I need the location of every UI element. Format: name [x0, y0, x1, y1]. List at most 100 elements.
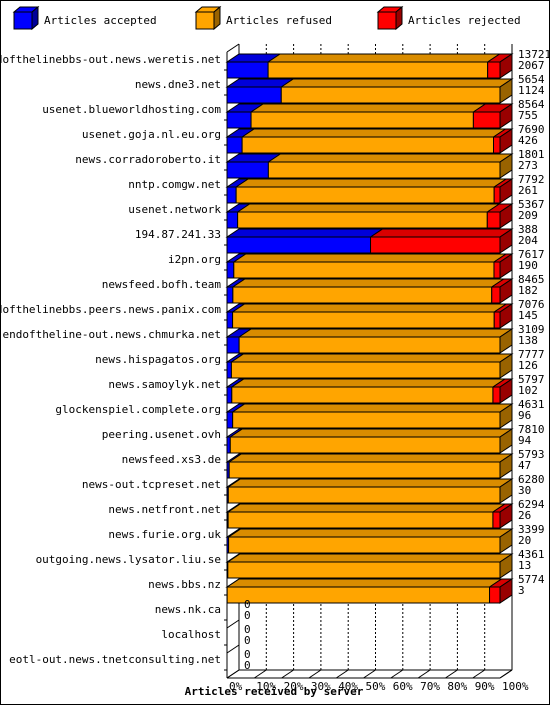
bar-segment	[281, 87, 500, 103]
bar-segment-top	[233, 404, 512, 412]
bar-segment	[227, 262, 234, 278]
bar-segment	[239, 337, 500, 353]
bar-segment	[268, 162, 500, 178]
bar-segment	[227, 137, 242, 153]
category-label: outgoing.news.lysator.liu.se	[36, 553, 221, 566]
legend-swatch	[378, 12, 396, 29]
bar-segment	[233, 412, 500, 428]
value-label-accepted: 102	[518, 384, 538, 397]
legend-swatch	[196, 12, 214, 29]
bar-segment-top	[228, 479, 512, 487]
category-label: glockenspiel.complete.org	[55, 403, 221, 416]
value-label-accepted: 94	[518, 434, 532, 447]
bar-segment-top	[230, 429, 512, 437]
bar-segment	[227, 187, 236, 203]
bar-segment-top	[238, 204, 500, 212]
bar-segment	[488, 62, 500, 78]
bar-segment	[227, 337, 239, 353]
bar-segment	[493, 512, 500, 528]
legend-label: Articles rejected	[408, 14, 521, 27]
bar-segment-top	[281, 79, 512, 87]
x-tick-label: 50%	[366, 680, 386, 693]
bar-segment-top	[232, 379, 505, 387]
value-label-accepted: 0	[244, 609, 251, 622]
category-label: 194.87.241.33	[135, 228, 221, 241]
category-label: news.furie.org.uk	[108, 528, 221, 541]
category-label: usenet.goja.nl.eu.org	[82, 128, 221, 141]
value-label-accepted: 1124	[518, 84, 545, 97]
x-axis-title: Articles received by server	[185, 685, 364, 698]
category-label: news.hispagatos.org	[95, 353, 221, 366]
category-label: i2pn.org	[168, 253, 221, 266]
bar-segment	[371, 237, 500, 253]
bar-segment	[229, 537, 500, 553]
value-label-accepted: 96	[518, 409, 531, 422]
bar-segment	[228, 562, 500, 578]
bar-segment	[227, 362, 231, 378]
bar-segment	[227, 162, 268, 178]
bar-segment	[231, 362, 500, 378]
bar-segment-top	[233, 304, 507, 312]
value-label-accepted: 182	[518, 284, 538, 297]
bar-segment-top	[229, 529, 512, 537]
category-label: news.dne3.net	[135, 78, 221, 91]
bar-segment	[227, 312, 233, 328]
x-tick-label: 80%	[447, 680, 467, 693]
bar-segment	[251, 112, 473, 128]
bar-segment	[227, 237, 371, 253]
legend-label: Articles refused	[226, 14, 332, 27]
bar-segment	[493, 387, 500, 403]
value-label-accepted: 204	[518, 234, 538, 247]
category-label: nntp.comgw.net	[128, 178, 221, 191]
bar-segment-top	[268, 54, 500, 62]
category-label: news.nk.ca	[155, 603, 221, 616]
category-label: endofthelinebbs-out.news.weretis.net	[0, 53, 221, 66]
bar-segment-top	[234, 254, 506, 262]
value-label-accepted: 30	[518, 484, 531, 497]
value-label-accepted: 261	[518, 184, 538, 197]
bar-segment-top	[227, 229, 383, 237]
category-label: news-out.tcpreset.net	[82, 478, 221, 491]
value-label-accepted: 47	[518, 459, 531, 472]
value-label-accepted: 2067	[518, 59, 545, 72]
value-label-accepted: 3	[518, 584, 525, 597]
value-label-accepted: 0	[244, 634, 251, 647]
category-label: endofthelinebbs.peers.news.panix.com	[0, 303, 221, 316]
bar-segment-top	[236, 179, 506, 187]
value-label-accepted: 209	[518, 209, 538, 222]
bar-segment	[228, 512, 493, 528]
value-label-accepted: 426	[518, 134, 538, 147]
value-label-accepted: 20	[518, 534, 531, 547]
bar-segment	[227, 287, 233, 303]
category-label: usenet.network	[128, 203, 221, 216]
bar-segment	[227, 387, 232, 403]
bar-segment-top	[231, 354, 512, 362]
bar-segment-top	[228, 504, 505, 512]
value-label-accepted: 273	[518, 159, 538, 172]
value-label-accepted: 755	[518, 109, 538, 122]
bar-segment-top	[233, 279, 504, 287]
bar-segment	[227, 412, 233, 428]
bar-segment	[236, 187, 494, 203]
bar-segment	[233, 287, 492, 303]
bars	[227, 54, 512, 678]
bar-segment-top	[227, 579, 501, 587]
bar-segment	[227, 587, 489, 603]
bar-segment-top	[242, 129, 505, 137]
value-label-accepted: 26	[518, 509, 531, 522]
bar-segment-top	[371, 229, 512, 237]
bar-segment	[227, 112, 251, 128]
bar-segment	[494, 262, 500, 278]
legend-label: Articles accepted	[44, 14, 157, 27]
bar-segment	[227, 212, 238, 228]
bar-segment-top	[228, 554, 512, 562]
bar-segment	[242, 137, 493, 153]
value-label-accepted: 145	[518, 309, 538, 322]
legend-swatch	[14, 12, 32, 29]
value-label-accepted: 190	[518, 259, 538, 272]
value-label-accepted: 126	[518, 359, 538, 372]
bar-segment	[238, 212, 488, 228]
x-tick-label: 60%	[393, 680, 413, 693]
category-label: eotl-out.news.tnetconsulting.net	[9, 653, 221, 666]
